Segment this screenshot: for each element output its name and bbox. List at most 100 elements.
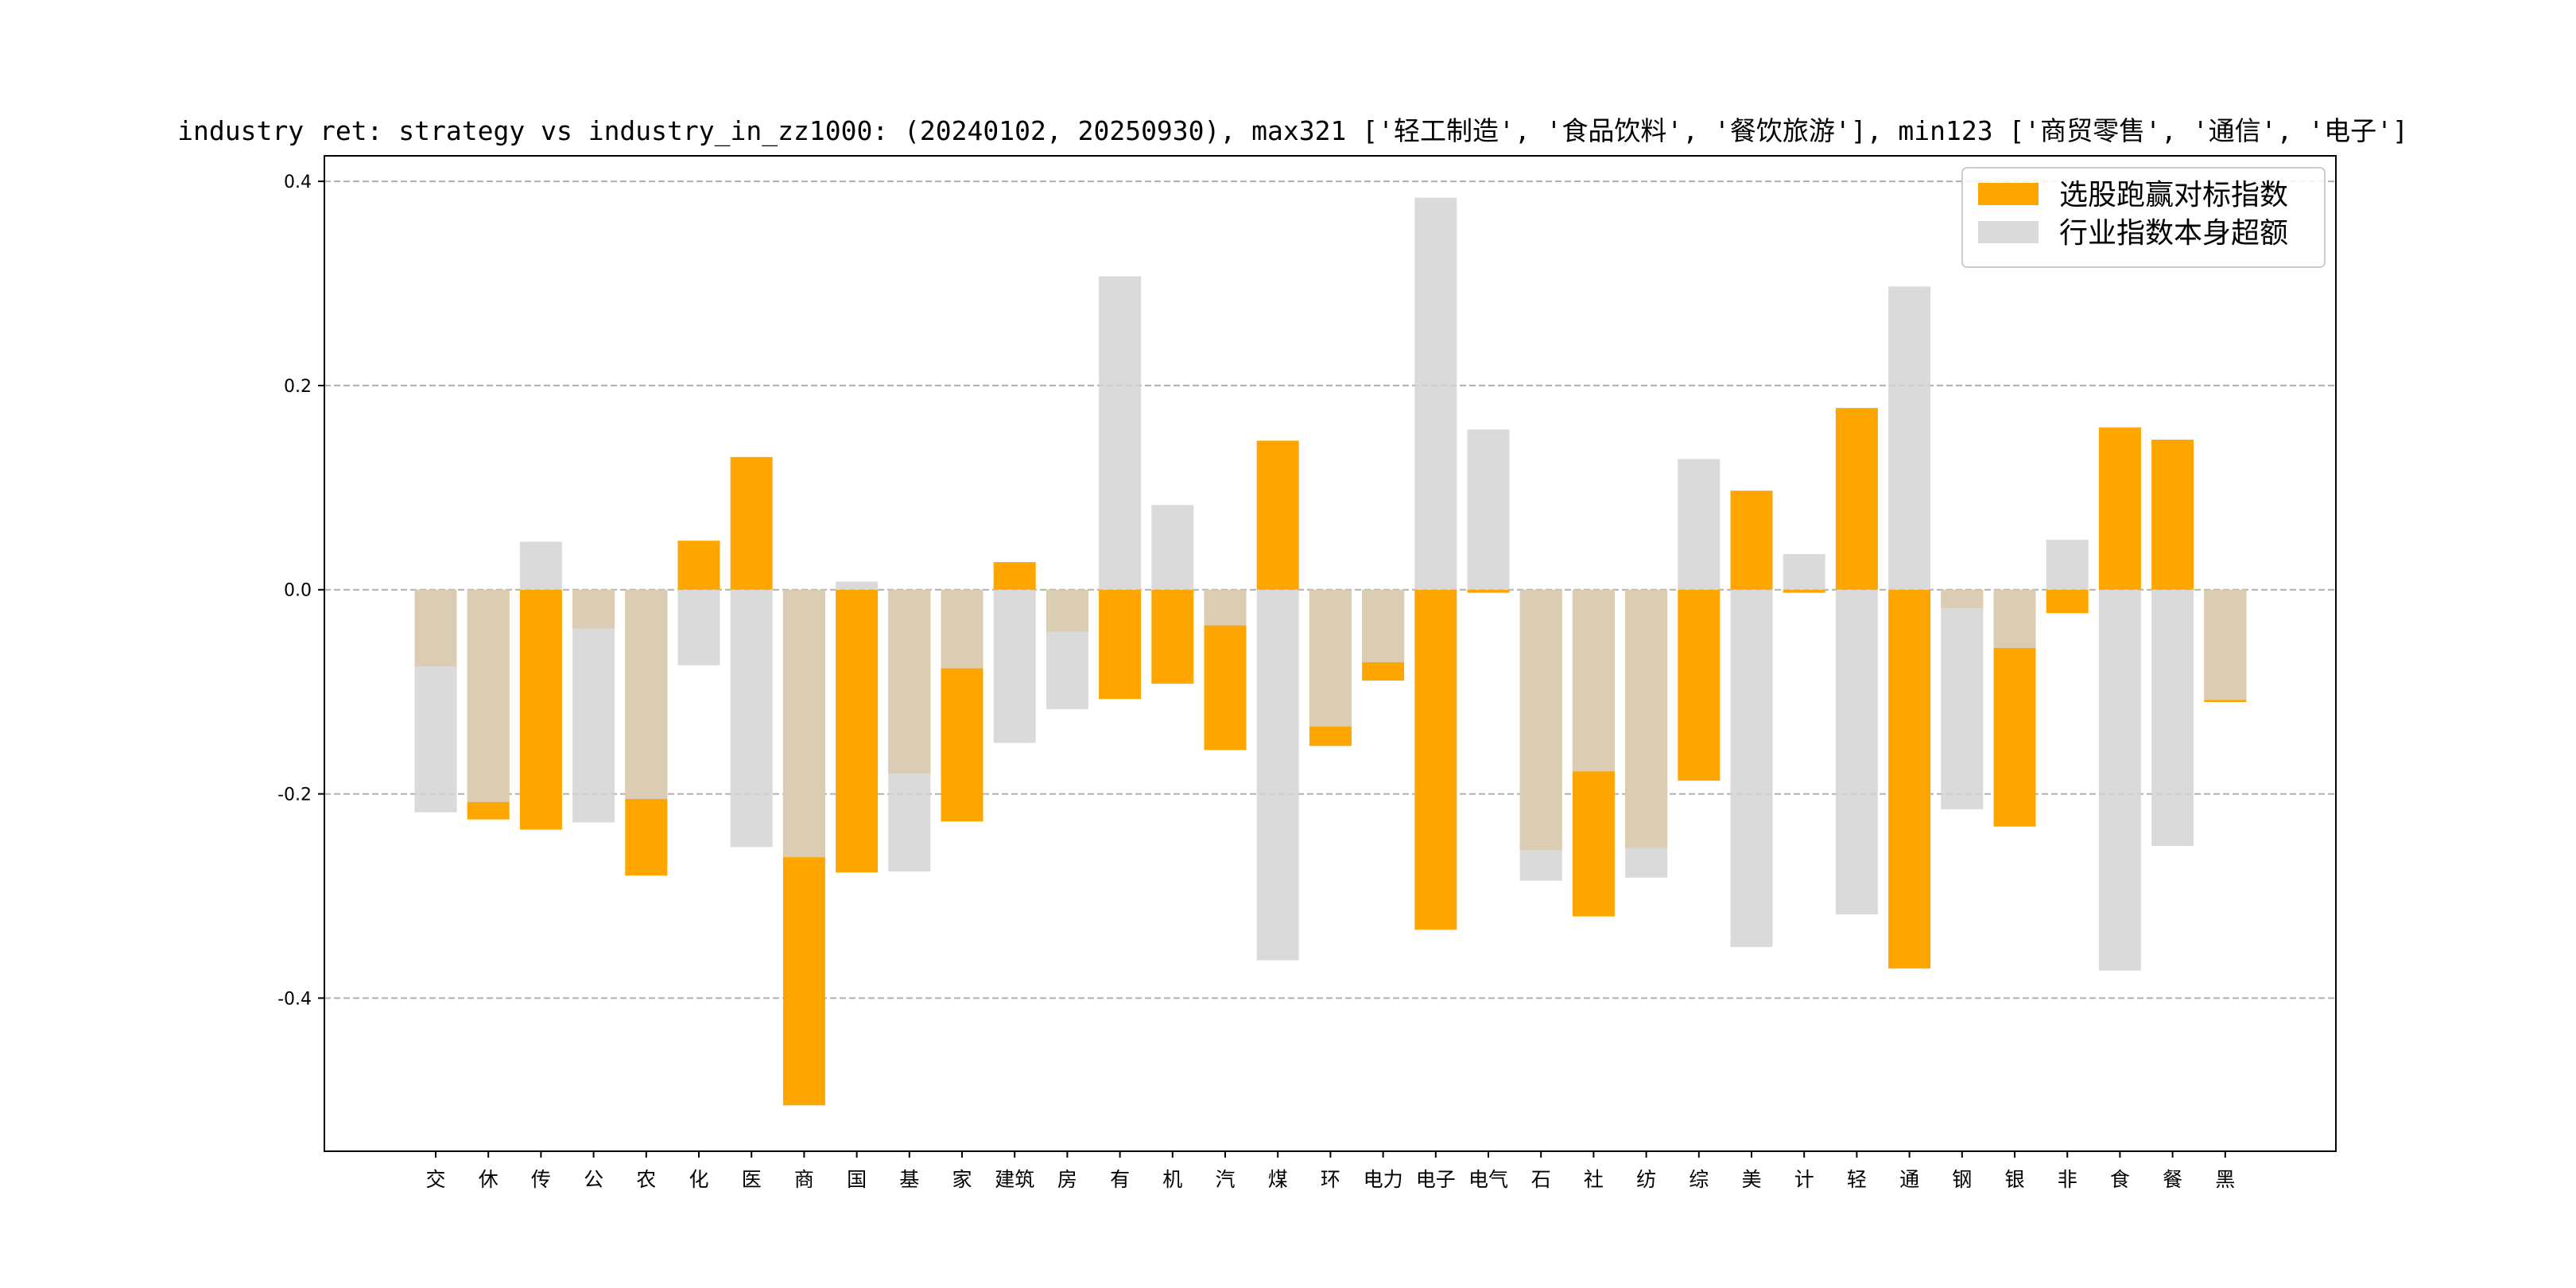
bar-strategy bbox=[1888, 589, 1931, 969]
bar-industry bbox=[1993, 589, 2036, 648]
x-tick-label: 商 bbox=[794, 1168, 814, 1191]
bar-industry bbox=[1941, 589, 1984, 809]
bar-industry bbox=[1835, 589, 1878, 915]
x-tick-label: 美 bbox=[1741, 1168, 1761, 1191]
bar-industry bbox=[1519, 589, 1562, 881]
bar-industry bbox=[1099, 276, 1142, 590]
x-tick-label: 黑 bbox=[2215, 1168, 2235, 1191]
x-tick-label: 电气 bbox=[1468, 1168, 1508, 1191]
bar-strategy bbox=[1467, 589, 1510, 593]
bar-industry bbox=[1730, 589, 1773, 948]
x-tick-label: 电力 bbox=[1364, 1168, 1403, 1191]
x-tick-label: 餐 bbox=[2163, 1168, 2182, 1191]
y-axis: -0.4 -0.2 0.0 0.2 0.4 bbox=[277, 173, 324, 1009]
bar-strategy bbox=[1730, 491, 1773, 590]
x-tick-label: 综 bbox=[1689, 1168, 1709, 1191]
bar-industry bbox=[888, 589, 931, 872]
bar-industry bbox=[1046, 589, 1088, 709]
x-tick-label: 石 bbox=[1531, 1168, 1551, 1191]
bar-strategy bbox=[1835, 408, 1878, 590]
y-tick-label: 0.0 bbox=[284, 581, 312, 601]
bar-industry bbox=[730, 589, 773, 848]
x-tick-label: 休 bbox=[479, 1168, 499, 1191]
bar-industry bbox=[1783, 553, 1825, 590]
bar-strategy bbox=[677, 541, 720, 590]
x-tick-label: 房 bbox=[1057, 1168, 1077, 1191]
bar-strategy bbox=[1414, 589, 1457, 930]
x-tick-label: 交 bbox=[425, 1168, 445, 1191]
x-tick-label: 食 bbox=[2110, 1168, 2130, 1191]
y-tick-label: -0.2 bbox=[277, 786, 312, 805]
bar-industry bbox=[941, 589, 983, 669]
legend-box bbox=[1961, 167, 2326, 268]
bar-industry bbox=[2046, 539, 2089, 590]
x-tick-label: 电子 bbox=[1416, 1168, 1456, 1191]
bar-industry bbox=[625, 589, 668, 799]
bar-industry bbox=[414, 589, 457, 813]
x-tick-label: 纺 bbox=[1636, 1168, 1656, 1191]
x-tick-label: 公 bbox=[584, 1168, 603, 1191]
bar-industry bbox=[1362, 589, 1405, 662]
bar-strategy bbox=[1256, 440, 1299, 590]
bar-strategy bbox=[2151, 439, 2194, 590]
bar-industry bbox=[1204, 589, 1247, 626]
bars bbox=[414, 197, 2247, 1106]
x-tick-label: 建筑 bbox=[995, 1168, 1034, 1191]
bar-strategy bbox=[519, 589, 562, 830]
bar-strategy bbox=[993, 562, 1036, 590]
x-tick-label: 农 bbox=[636, 1168, 656, 1191]
x-tick-label: 通 bbox=[1899, 1168, 1919, 1191]
bar-industry bbox=[993, 589, 1036, 743]
x-tick-label: 有 bbox=[1110, 1168, 1130, 1191]
x-tick-label: 环 bbox=[1321, 1168, 1340, 1191]
bar-industry bbox=[1467, 429, 1510, 590]
x-tick-label: 汽 bbox=[1215, 1168, 1235, 1191]
bar-strategy bbox=[1099, 589, 1142, 700]
bar-industry bbox=[2204, 589, 2247, 700]
x-tick-label: 银 bbox=[2004, 1168, 2024, 1191]
bar-industry bbox=[1414, 197, 1457, 590]
bar-strategy bbox=[730, 456, 773, 590]
x-tick-label: 煤 bbox=[1268, 1168, 1288, 1191]
bar-strategy bbox=[1783, 589, 1825, 593]
bar-industry bbox=[1678, 459, 1721, 590]
bar-industry bbox=[2151, 589, 2194, 847]
bar-industry bbox=[1572, 589, 1615, 772]
bar-industry bbox=[1888, 286, 1931, 590]
bar-industry bbox=[572, 589, 615, 823]
x-tick-label: 传 bbox=[531, 1168, 551, 1191]
legend-label: 选股跑赢对标指数 bbox=[2059, 179, 2288, 211]
x-tick-label: 钢 bbox=[1952, 1168, 1972, 1191]
bar-industry bbox=[782, 589, 825, 858]
x-tick-label: 轻 bbox=[1847, 1168, 1867, 1191]
bar-industry bbox=[1625, 589, 1668, 878]
y-tick-label: 0.4 bbox=[284, 173, 312, 192]
bar-strategy bbox=[2046, 589, 2089, 614]
bar-industry bbox=[1256, 589, 1299, 960]
legend-swatch bbox=[1978, 183, 2039, 205]
y-tick-label: 0.2 bbox=[284, 377, 312, 397]
bar-industry bbox=[519, 541, 562, 590]
x-tick-label: 机 bbox=[1162, 1168, 1182, 1191]
bar-industry bbox=[1309, 589, 1352, 727]
legend-swatch bbox=[1978, 221, 2039, 243]
bar-industry bbox=[1151, 505, 1194, 590]
bar-strategy bbox=[2098, 427, 2141, 590]
bar-industry bbox=[677, 589, 720, 665]
bar-industry bbox=[836, 581, 879, 590]
chart-title: industry ret: strategy vs industry_in_zz… bbox=[177, 115, 2408, 147]
bar-strategy bbox=[1678, 589, 1721, 781]
x-tick-label: 国 bbox=[847, 1168, 867, 1191]
y-tick-label: -0.4 bbox=[277, 989, 312, 1009]
x-tick-label: 基 bbox=[899, 1168, 919, 1191]
bar-strategy bbox=[1151, 589, 1194, 684]
x-tick-label: 家 bbox=[952, 1168, 972, 1191]
bar-industry bbox=[2098, 589, 2141, 971]
legend-label: 行业指数本身超额 bbox=[2059, 217, 2288, 250]
x-axis: 交 休 传 公 农 化 医 商 国 基 家建筑房 有 机 汽 煤 环 电力 电子 电气石 社 纺 综 美 计 轻 通 钢 银 非 食 餐 黑 bbox=[425, 1151, 2235, 1191]
x-tick-label: 非 bbox=[2058, 1168, 2077, 1191]
x-tick-label: 社 bbox=[1584, 1168, 1604, 1191]
bar-strategy bbox=[836, 589, 879, 873]
